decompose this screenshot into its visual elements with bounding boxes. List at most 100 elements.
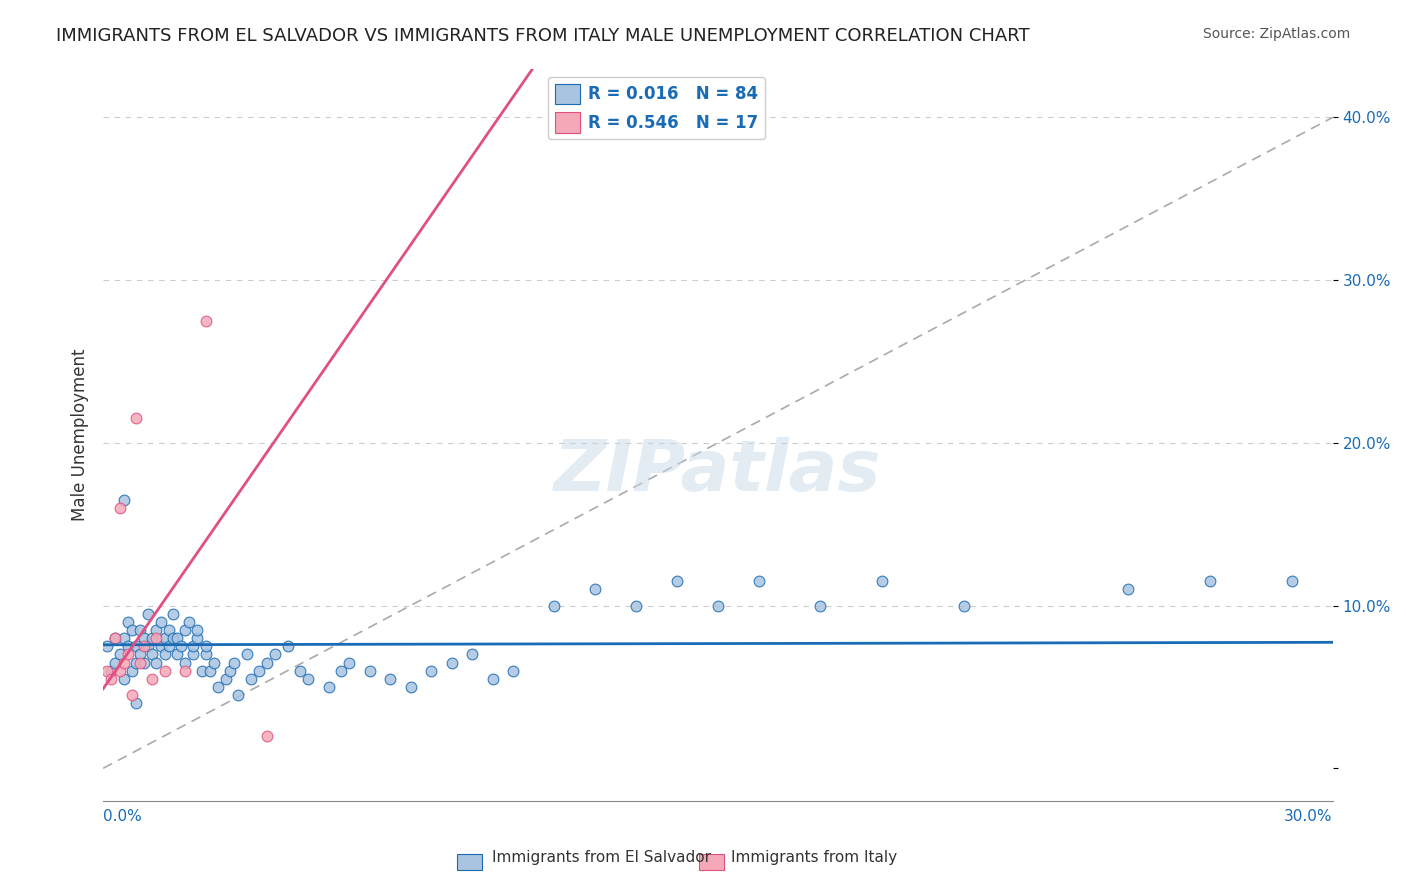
Point — [121, 623, 143, 637]
Point — [153, 631, 176, 645]
Point — [277, 639, 299, 653]
Point — [149, 615, 172, 629]
Point — [190, 664, 212, 678]
Point — [96, 639, 118, 653]
Point — [288, 664, 311, 678]
Point — [117, 615, 139, 629]
Point — [810, 599, 832, 613]
Point — [166, 631, 188, 645]
Point — [129, 648, 152, 662]
Point — [256, 729, 278, 743]
Point — [1281, 574, 1303, 589]
Point — [239, 672, 262, 686]
Point — [145, 623, 167, 637]
Point — [256, 656, 278, 670]
Point — [134, 639, 156, 653]
Point — [108, 500, 131, 515]
Point — [117, 648, 139, 662]
Point — [329, 664, 352, 678]
Point — [870, 574, 893, 589]
Point — [953, 599, 976, 613]
Point — [153, 664, 176, 678]
Point — [166, 648, 188, 662]
Point — [399, 680, 422, 694]
Point — [162, 631, 184, 645]
Point — [162, 607, 184, 621]
Point — [181, 639, 204, 653]
Point — [125, 639, 148, 653]
Point — [420, 664, 443, 678]
Point — [297, 672, 319, 686]
Point — [378, 672, 401, 686]
Y-axis label: Male Unemployment: Male Unemployment — [72, 349, 89, 521]
Point — [136, 639, 159, 653]
Point — [748, 574, 770, 589]
Point — [134, 656, 156, 670]
Point — [174, 656, 197, 670]
Text: Immigrants from Italy: Immigrants from Italy — [731, 850, 897, 865]
Point — [461, 648, 484, 662]
Point — [141, 672, 163, 686]
Point — [224, 656, 246, 670]
Text: Immigrants from El Salvador: Immigrants from El Salvador — [492, 850, 711, 865]
Point — [112, 656, 135, 670]
Point — [96, 664, 118, 678]
Point — [104, 656, 127, 670]
Point — [194, 639, 217, 653]
Point — [141, 648, 163, 662]
Point — [104, 631, 127, 645]
Text: 30.0%: 30.0% — [1284, 809, 1333, 824]
Point — [129, 656, 152, 670]
Point — [583, 582, 606, 597]
Point — [145, 656, 167, 670]
Point — [129, 623, 152, 637]
Point — [1116, 582, 1139, 597]
Point — [157, 623, 180, 637]
Point — [108, 664, 131, 678]
Point — [235, 648, 257, 662]
Point — [215, 672, 238, 686]
Text: 0.0%: 0.0% — [103, 809, 142, 824]
Point — [121, 664, 143, 678]
Point — [543, 599, 565, 613]
Text: IMMIGRANTS FROM EL SALVADOR VS IMMIGRANTS FROM ITALY MALE UNEMPLOYMENT CORRELATI: IMMIGRANTS FROM EL SALVADOR VS IMMIGRANT… — [56, 27, 1029, 45]
Point — [194, 648, 217, 662]
Point — [157, 639, 180, 653]
Point — [117, 639, 139, 653]
Text: Source: ZipAtlas.com: Source: ZipAtlas.com — [1202, 27, 1350, 41]
Point — [219, 664, 242, 678]
Point — [247, 664, 270, 678]
Point — [174, 664, 197, 678]
Point — [707, 599, 730, 613]
Point — [104, 631, 127, 645]
Point — [1198, 574, 1220, 589]
Text: ZIPatlas: ZIPatlas — [554, 437, 882, 506]
Point — [181, 648, 204, 662]
Point — [125, 411, 148, 425]
Point — [145, 631, 167, 645]
Point — [318, 680, 340, 694]
Point — [202, 656, 225, 670]
Point — [125, 696, 148, 710]
Point — [228, 688, 250, 702]
Point — [194, 314, 217, 328]
Point — [264, 648, 287, 662]
Point — [502, 664, 524, 678]
Point — [112, 672, 135, 686]
Point — [153, 648, 176, 662]
Point — [179, 615, 201, 629]
Point — [481, 672, 503, 686]
Point — [108, 648, 131, 662]
Point — [198, 664, 221, 678]
Point — [100, 664, 122, 678]
Point — [141, 631, 163, 645]
Point — [121, 688, 143, 702]
Point — [125, 656, 148, 670]
Legend: R = 0.016   N = 84, R = 0.546   N = 17: R = 0.016 N = 84, R = 0.546 N = 17 — [548, 77, 765, 139]
Point — [359, 664, 381, 678]
Point — [112, 631, 135, 645]
Point — [136, 607, 159, 621]
Point — [186, 623, 208, 637]
Point — [186, 631, 208, 645]
Point — [100, 672, 122, 686]
